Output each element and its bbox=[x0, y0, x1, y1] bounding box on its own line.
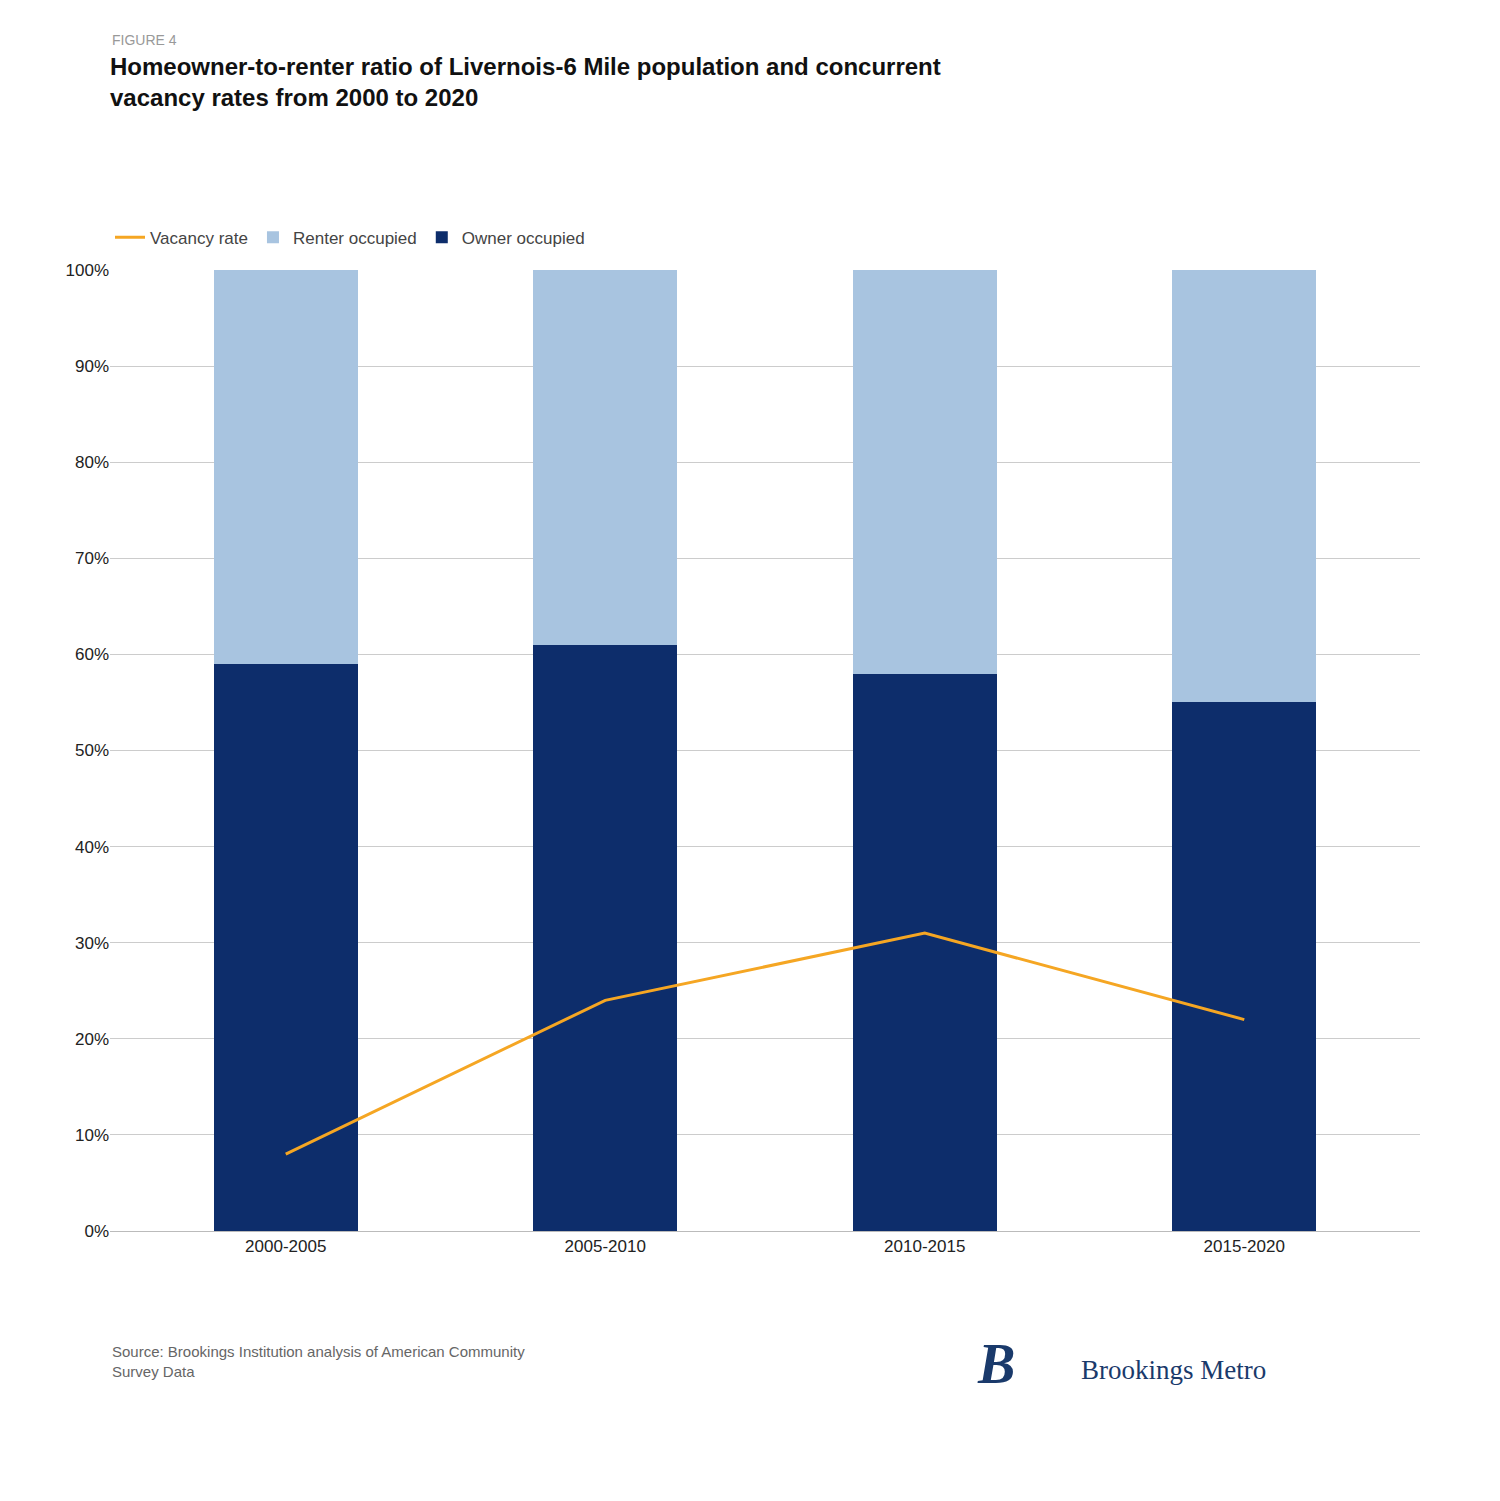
svg-text:10%: 10% bbox=[75, 1126, 109, 1145]
svg-text:2015-2020: 2015-2020 bbox=[1204, 1237, 1285, 1256]
svg-text:2000-2005: 2000-2005 bbox=[245, 1237, 326, 1256]
svg-text:Vacancy rate: Vacancy rate bbox=[150, 229, 248, 248]
svg-text:Owner occupied: Owner occupied bbox=[462, 229, 585, 248]
svg-text:100%: 100% bbox=[66, 261, 109, 280]
svg-text:Homeowner-to-renter ratio of L: Homeowner-to-renter ratio of Livernois-6… bbox=[110, 53, 941, 111]
svg-text:70%: 70% bbox=[75, 549, 109, 568]
svg-text:2005-2010: 2005-2010 bbox=[565, 1237, 646, 1256]
svg-text:B: B bbox=[977, 1333, 1015, 1395]
svg-text:50%: 50% bbox=[75, 741, 109, 760]
svg-text:0%: 0% bbox=[84, 1222, 109, 1241]
svg-text:20%: 20% bbox=[75, 1030, 109, 1049]
svg-text:30%: 30% bbox=[75, 934, 109, 953]
svg-text:80%: 80% bbox=[75, 453, 109, 472]
svg-text:60%: 60% bbox=[75, 645, 109, 664]
svg-text:2010-2015: 2010-2015 bbox=[884, 1237, 965, 1256]
svg-text:Renter occupied: Renter occupied bbox=[293, 229, 417, 248]
svg-text:90%: 90% bbox=[75, 357, 109, 376]
svg-text:FIGURE 4: FIGURE 4 bbox=[112, 32, 177, 48]
svg-text:Source: Brookings Institution: Source: Brookings Institution analysis o… bbox=[112, 1343, 525, 1380]
svg-text:Brookings Metro: Brookings Metro bbox=[1081, 1355, 1266, 1385]
svg-text:40%: 40% bbox=[75, 838, 109, 857]
